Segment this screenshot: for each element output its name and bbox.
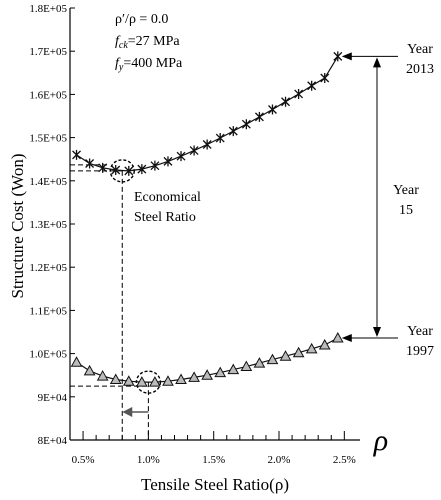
year-1997-value: 1997 [406,344,434,359]
year-span-arrow-top [373,57,381,68]
param-fy: fy=400 MPa [115,56,183,73]
year-2013-label: Year [407,42,433,57]
series-2-point [149,376,161,387]
series-1-point [268,104,277,115]
series-2-point [266,353,279,365]
series-2-point [253,357,266,368]
series-1-point [254,111,264,122]
series-1-point [176,151,186,162]
param-ratio: ρ′/ρ = 0.0 [115,12,168,27]
y-tick-label: 1.4E+05 [29,176,67,188]
series-2-point [318,338,331,350]
y-tick-label: 1.2E+05 [29,262,67,274]
series-1-point [281,96,291,107]
series-layer [70,51,344,387]
y-tick-label: 1.1E+05 [29,305,67,317]
series-2-point [83,364,96,376]
series-1-point [202,139,212,150]
year-span-arrow-bottom [373,327,381,338]
series-1-point [150,160,160,171]
x-tick-label: 0.5% [72,454,95,466]
series-1-point [85,158,95,169]
x-tick-label: 2.0% [268,454,291,466]
series-2-point [175,373,187,385]
series-2-point [305,342,318,354]
y-tick-label: 1.8E+05 [29,3,67,15]
series-1-point [111,165,121,175]
economical-label-line1: Economical [134,190,201,205]
series-2-point [292,346,305,358]
series-1-point [124,165,134,176]
y-tick-label: 1.5E+05 [29,133,67,145]
y-tick-label: 1.7E+05 [29,46,67,58]
guide-lines [70,52,398,440]
series-2-point [240,360,253,372]
year-2013-value: 2013 [406,62,434,77]
series-1-point [307,80,317,91]
year-2013-arrow-head [341,52,352,61]
y-axis-title: Structure Cost (Won) [8,154,27,299]
series-2-point [96,370,109,381]
y-tick-label: 1.6E+05 [29,89,67,101]
series-2-point [109,373,122,385]
y-tick-label: 1.3E+05 [29,219,67,231]
series-2-point [279,350,292,361]
series-2-point [162,375,174,386]
economical-label-line2: Steel Ratio [134,210,196,225]
y-tick-label: 8E+04 [38,435,68,447]
series-2-point [70,356,83,367]
series-1-point [215,133,225,144]
series-1-point [189,145,199,156]
x-axis-title: Tensile Steel Ratio(ρ) [141,475,289,494]
y-tick-label: 1.0E+05 [29,349,67,361]
year-span-label: Year [393,183,419,198]
y-tick-label: 9E+04 [38,392,68,404]
axes: 8E+04 9E+04 1.0E+05 1.1E+05 1.2E+05 1.3E+05 1.… [29,3,360,466]
series-1-point [137,164,147,175]
series-1-point [98,162,108,173]
series-2-point [135,376,148,387]
param-fck: fck=27 MPa [115,34,180,51]
series-1-point [294,88,304,99]
shift-arrow-head [122,407,133,417]
series-1-point [163,156,173,167]
series-1-point [241,119,251,130]
series-2-point [227,363,240,375]
series-1-line [76,56,339,172]
series-2-point [214,366,227,378]
series-2-point [188,371,200,382]
series-1-point [320,72,330,83]
x-tick-label: 1.0% [137,454,160,466]
x-tick-label: 2.5% [333,454,356,466]
series-2-point [122,375,135,386]
series-2-point [201,369,214,380]
rho-axis-symbol: ρ [373,424,388,457]
series-1-point [333,51,343,62]
year-1997-arrow-head [341,334,352,343]
series-1-point [72,149,81,160]
x-tick-label: 1.5% [202,454,225,466]
series-1-point [228,126,238,137]
year-1997-label: Year [407,324,433,339]
series-2-point [331,332,344,343]
year-span-value: 15 [399,203,413,218]
